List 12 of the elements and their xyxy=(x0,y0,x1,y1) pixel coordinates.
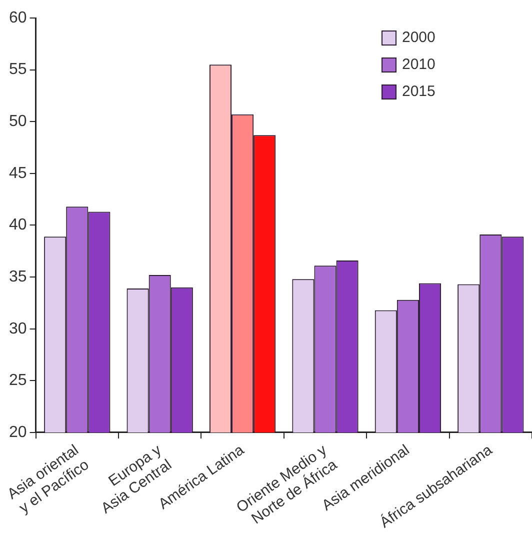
legend-label: 2010 xyxy=(402,56,436,74)
y-tick-label: 25 xyxy=(9,372,27,390)
y-tick-label: 40 xyxy=(9,216,27,234)
y-tick-label: 30 xyxy=(9,320,27,338)
y-tick-label: 45 xyxy=(9,164,27,182)
y-tick-label: 60 xyxy=(9,9,27,26)
y-tick-label: 35 xyxy=(9,268,27,286)
y-tick-label: 20 xyxy=(9,424,27,441)
y-tick-label: 55 xyxy=(9,61,27,78)
legend-label: 2000 xyxy=(402,29,436,46)
legend-label: 2015 xyxy=(402,83,436,100)
y-tick-label: 50 xyxy=(9,113,27,130)
